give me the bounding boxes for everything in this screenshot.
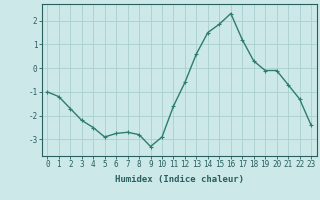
X-axis label: Humidex (Indice chaleur): Humidex (Indice chaleur)	[115, 175, 244, 184]
